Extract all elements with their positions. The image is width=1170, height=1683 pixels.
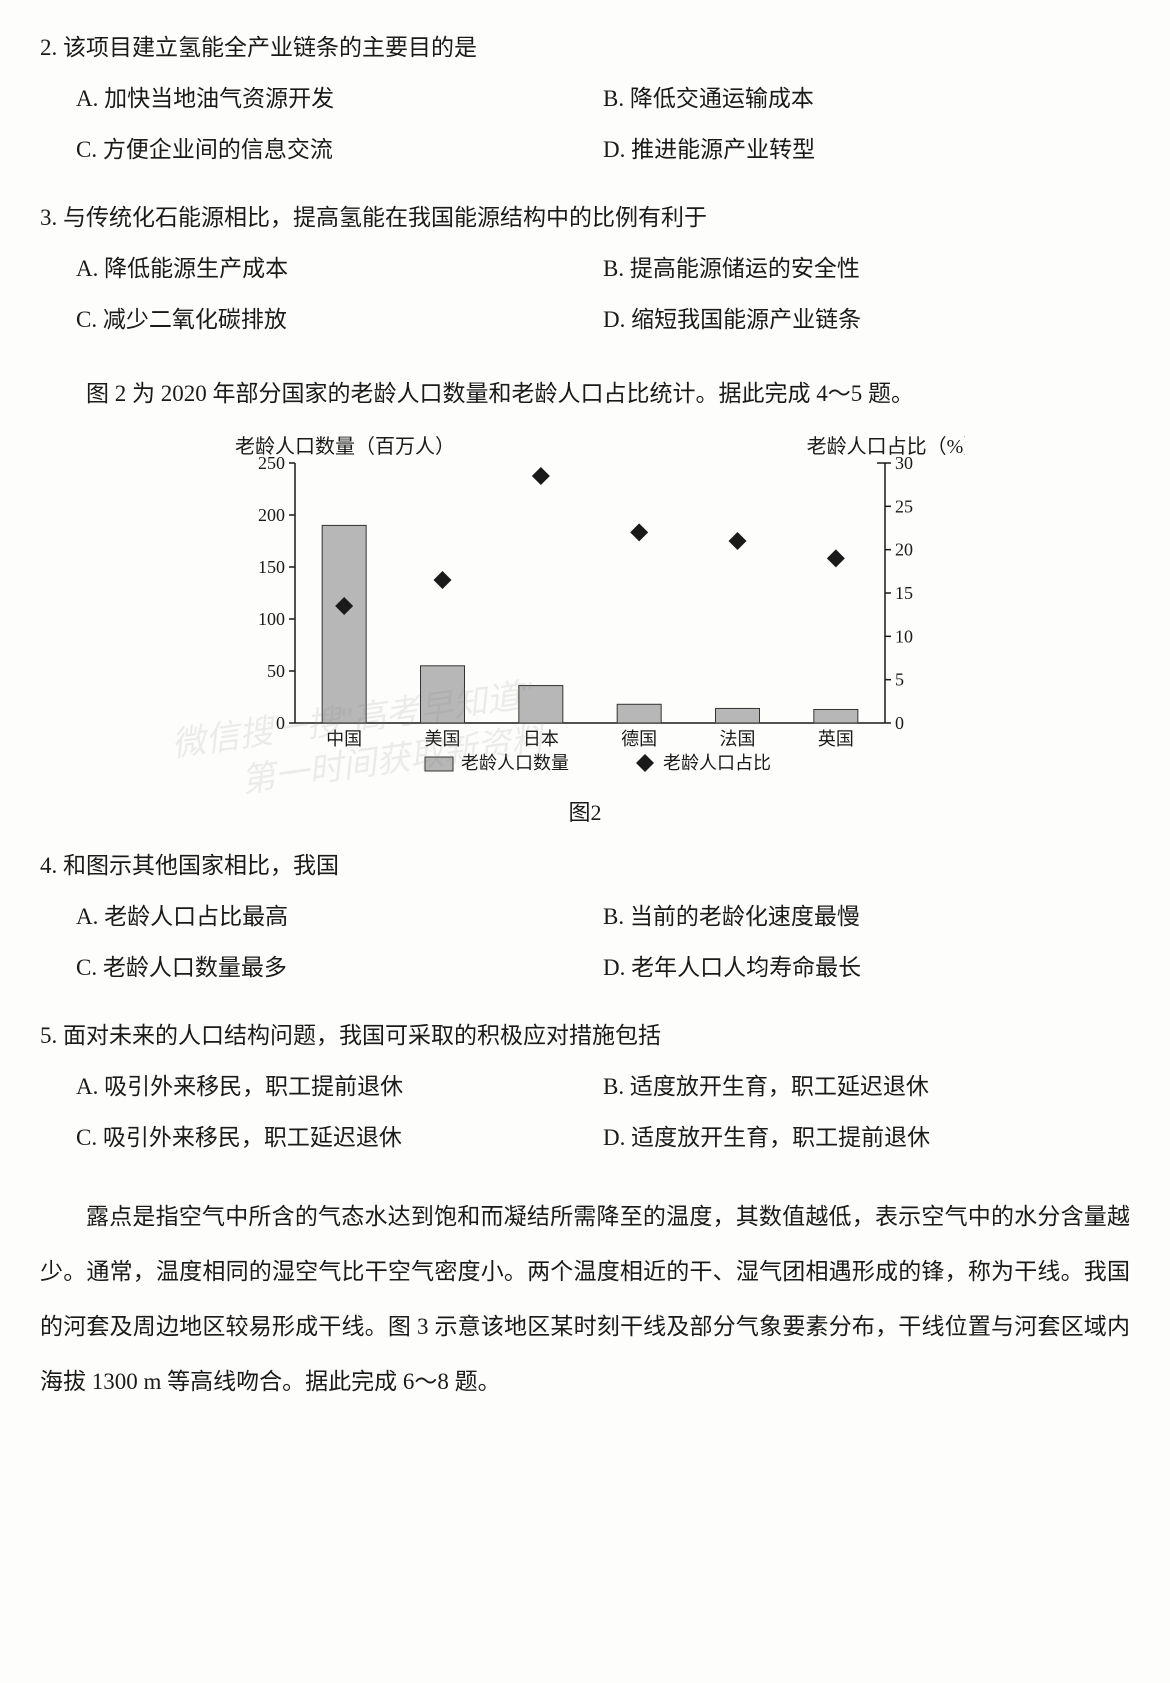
svg-text:0: 0 bbox=[895, 713, 904, 733]
svg-text:30: 30 bbox=[895, 453, 913, 473]
passage-text: 露点是指空气中所含的气态水达到饱和而凝结所需降至的温度，其数值越低，表示空气中的… bbox=[40, 1189, 1130, 1410]
q5-option-b[interactable]: B. 适度放开生育，职工延迟退休 bbox=[603, 1069, 1130, 1106]
q4-option-d[interactable]: D. 老年人口人均寿命最长 bbox=[603, 950, 1130, 987]
svg-text:德国: 德国 bbox=[621, 729, 657, 749]
q2-option-a[interactable]: A. 加快当地油气资源开发 bbox=[76, 81, 603, 118]
q5-option-d[interactable]: D. 适度放开生育，职工提前退休 bbox=[603, 1120, 1130, 1157]
chart-figure2: 老龄人口数量（百万人）老龄人口占比（%）05010015020025005101… bbox=[40, 433, 1130, 793]
q2-stem: 2. 该项目建立氢能全产业链条的主要目的是 bbox=[40, 30, 1130, 67]
svg-text:50: 50 bbox=[267, 661, 285, 681]
svg-text:200: 200 bbox=[258, 505, 285, 525]
svg-text:中国: 中国 bbox=[326, 729, 362, 749]
svg-text:100: 100 bbox=[258, 609, 285, 629]
q5-stem: 5. 面对未来的人口结构问题，我国可采取的积极应对措施包括 bbox=[40, 1018, 1130, 1055]
q4-option-b[interactable]: B. 当前的老龄化速度最慢 bbox=[603, 899, 1130, 936]
svg-text:10: 10 bbox=[895, 626, 913, 646]
passage-6-8: 露点是指空气中所含的气态水达到饱和而凝结所需降至的温度，其数值越低，表示空气中的… bbox=[40, 1189, 1130, 1410]
q2-option-b[interactable]: B. 降低交通运输成本 bbox=[603, 81, 1130, 118]
q3-option-d[interactable]: D. 缩短我国能源产业链条 bbox=[603, 302, 1130, 339]
chart-svg: 老龄人口数量（百万人）老龄人口占比（%）05010015020025005101… bbox=[205, 433, 965, 793]
svg-text:法国: 法国 bbox=[720, 729, 756, 749]
q2-option-d[interactable]: D. 推进能源产业转型 bbox=[603, 132, 1130, 169]
svg-text:5: 5 bbox=[895, 669, 904, 689]
svg-text:美国: 美国 bbox=[425, 729, 461, 749]
q4-option-a[interactable]: A. 老龄人口占比最高 bbox=[76, 899, 603, 936]
svg-text:250: 250 bbox=[258, 453, 285, 473]
q2-option-c[interactable]: C. 方便企业间的信息交流 bbox=[76, 132, 603, 169]
q5-option-a[interactable]: A. 吸引外来移民，职工提前退休 bbox=[76, 1069, 603, 1106]
svg-text:15: 15 bbox=[895, 583, 913, 603]
q5-option-c[interactable]: C. 吸引外来移民，职工延迟退休 bbox=[76, 1120, 603, 1157]
q4-option-c[interactable]: C. 老龄人口数量最多 bbox=[76, 950, 603, 987]
svg-text:25: 25 bbox=[895, 496, 913, 516]
svg-text:20: 20 bbox=[895, 539, 913, 559]
question-3: 3. 与传统化石能源相比，提高氢能在我国能源结构中的比例有利于 A. 降低能源生… bbox=[40, 200, 1130, 352]
svg-text:0: 0 bbox=[276, 713, 285, 733]
question-4: 4. 和图示其他国家相比，我国 A. 老龄人口占比最高 B. 当前的老龄化速度最… bbox=[40, 848, 1130, 1000]
question-2: 2. 该项目建立氢能全产业链条的主要目的是 A. 加快当地油气资源开发 B. 降… bbox=[40, 30, 1130, 182]
q3-option-c[interactable]: C. 减少二氧化碳排放 bbox=[76, 302, 603, 339]
svg-text:老龄人口数量: 老龄人口数量 bbox=[461, 753, 569, 773]
q3-option-a[interactable]: A. 降低能源生产成本 bbox=[76, 251, 603, 288]
svg-text:英国: 英国 bbox=[818, 729, 854, 749]
svg-text:老龄人口占比（%）: 老龄人口占比（%） bbox=[807, 435, 965, 458]
intro-figure2: 图 2 为 2020 年部分国家的老龄人口数量和老龄人口占比统计。据此完成 4～… bbox=[40, 371, 1130, 417]
question-5: 5. 面对未来的人口结构问题，我国可采取的积极应对措施包括 A. 吸引外来移民，… bbox=[40, 1018, 1130, 1170]
svg-text:150: 150 bbox=[258, 557, 285, 577]
svg-text:日本: 日本 bbox=[523, 729, 559, 749]
svg-text:老龄人口占比: 老龄人口占比 bbox=[663, 753, 771, 773]
chart-caption: 图2 bbox=[40, 795, 1130, 830]
q3-stem: 3. 与传统化石能源相比，提高氢能在我国能源结构中的比例有利于 bbox=[40, 200, 1130, 237]
q4-stem: 4. 和图示其他国家相比，我国 bbox=[40, 848, 1130, 885]
q3-option-b[interactable]: B. 提高能源储运的安全性 bbox=[603, 251, 1130, 288]
